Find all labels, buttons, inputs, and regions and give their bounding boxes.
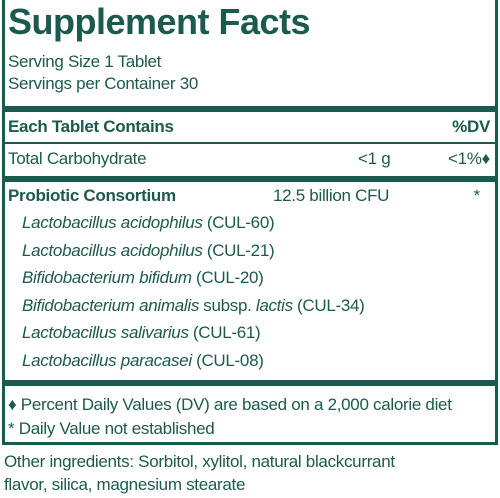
- strain: Lactobacillus acidophilus (CUL-60): [22, 213, 275, 232]
- nutrient-name: Probiotic Consortium: [8, 186, 176, 205]
- daily-value: *: [473, 186, 481, 205]
- strain-part: (CUL-20): [196, 268, 264, 287]
- strain-part: Lactobacillus paracasei: [22, 350, 192, 370]
- strain: Bifidobacterium bifidum (CUL-20): [22, 269, 264, 286]
- strain-part: (CUL-34): [297, 295, 365, 315]
- serving-size: Serving Size 1 Tablet: [8, 52, 162, 71]
- strain: Lactobacillus salivarius (CUL-61): [22, 323, 261, 342]
- column-header: Each Tablet Contains: [8, 117, 174, 136]
- thick-rule: [2, 380, 498, 386]
- column-header: %DV: [452, 117, 490, 136]
- strain-part: (CUL-21): [206, 240, 275, 260]
- strain-part: Lactobacillus acidophilus: [22, 213, 203, 232]
- strain-part: (CUL-08): [196, 350, 264, 370]
- strain-part: (CUL-60): [206, 213, 275, 232]
- strain: Lactobacillus acidophilus (CUL-21): [22, 240, 275, 260]
- other-ingredients: flavor, silica, magnesium stearate: [4, 475, 246, 494]
- strain-part: Lactobacillus salivarius: [22, 323, 189, 342]
- thick-rule: [2, 106, 498, 112]
- daily-value: <1%♦: [448, 149, 490, 168]
- amount: 12.5 billion CFU: [273, 186, 390, 205]
- servings-per-container: Servings per Container 30: [8, 74, 199, 93]
- strain-part: subsp.: [203, 295, 252, 315]
- strain-part: Lactobacillus acidophilus: [22, 240, 203, 260]
- thin-rule: [2, 142, 498, 144]
- amount: <1 g: [358, 149, 391, 168]
- strain: Bifidobacterium animalis subsp. lactis (CUL…: [22, 297, 365, 314]
- other-ingredients: Other ingredients: Sorbitol, xylitol, na…: [4, 452, 395, 471]
- footnote: ♦ Percent Daily Values (DV) are based on…: [8, 395, 452, 414]
- strain-part: Bifidobacterium animalis: [22, 295, 200, 315]
- strain-part: lactis: [255, 295, 293, 315]
- label-border: [2, 0, 498, 445]
- thick-rule: [2, 176, 498, 182]
- nutrient-name: Total Carbohydrate: [8, 149, 147, 168]
- title: Supplement Facts: [8, 1, 311, 42]
- footnote: * Daily Value not established: [8, 419, 215, 438]
- strain-part: (CUL-61): [192, 323, 261, 342]
- strain-part: Bifidobacterium bifidum: [22, 268, 192, 287]
- strain: Lactobacillus paracasei (CUL-08): [22, 352, 264, 369]
